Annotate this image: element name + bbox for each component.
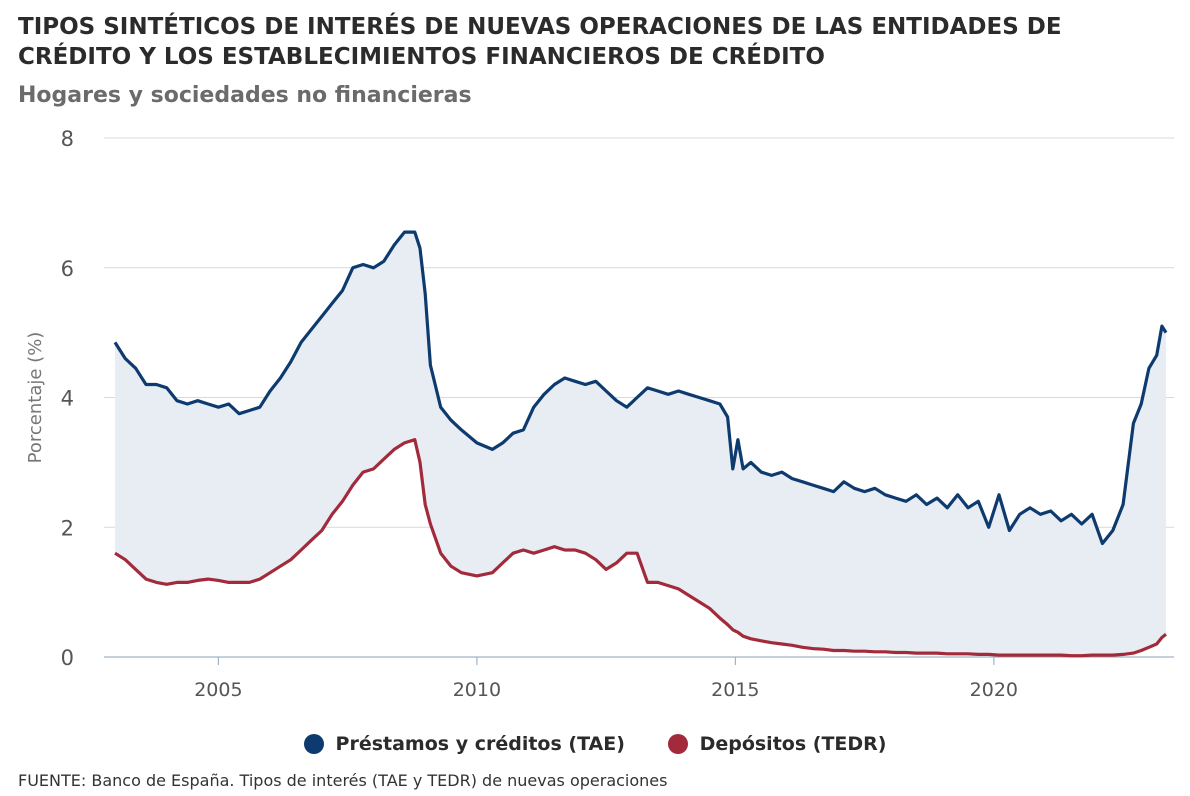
legend-label-depositos: Depósitos (TEDR) [699,733,887,755]
axes [104,656,1174,665]
y-tick-label: 8 [61,127,74,151]
y-tick-label: 2 [61,516,74,540]
y-axis-title: Porcentaje (%) [25,332,46,464]
legend-item-prestamos: Préstamos y créditos (TAE) [303,733,625,755]
chart-legend: Préstamos y créditos (TAE) Depósitos (TE… [0,733,1190,759]
x-tick-label: 2010 [453,679,501,701]
y-tick-label: 4 [61,387,74,411]
legend-label-prestamos: Préstamos y créditos (TAE) [335,733,625,755]
legend-marker-prestamos [303,734,324,754]
area-between-series [115,232,1166,656]
y-tick-label: 0 [61,646,74,670]
tick-labels: 0 2 4 6 8 2005 2010 2015 2020 Porcentaje (%) [25,127,1018,701]
line-chart: 0 2 4 6 8 2005 2010 2015 2020 Porcentaje (%) [25,127,1174,701]
chart-subtitle: Hogares y sociedades no financieras [18,83,472,108]
chart-title: TIPOS SINTÉTICOS DE INTERÉS DE NUEVAS OP… [18,14,1062,70]
legend-marker-depositos [667,734,688,754]
series-line-depositos-tedr [114,438,1167,658]
x-tick-label: 2020 [970,679,1018,701]
source-note: FUENTE: Banco de España. Tipos de interé… [18,771,668,790]
series-line-prestamos-tae [113,230,1168,546]
y-tick-label: 6 [61,257,74,281]
x-tick-label: 2005 [194,679,242,701]
legend-item-depositos: Depósitos (TEDR) [667,733,887,755]
x-tick-label: 2015 [711,679,759,701]
